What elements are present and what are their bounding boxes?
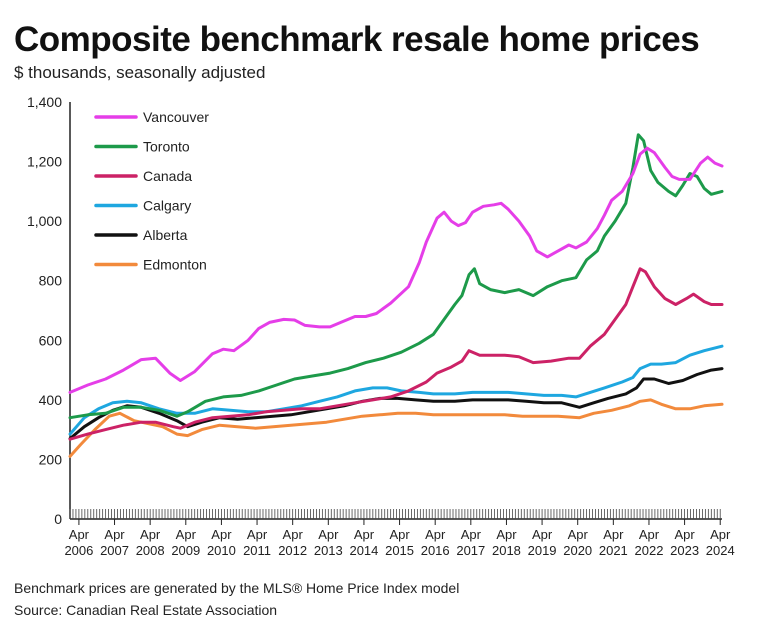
x-tick-year: 2009 [171, 543, 200, 558]
x-tick-year: 2017 [456, 543, 485, 558]
y-tick-label: 600 [39, 332, 63, 348]
x-axis: Apr2006Apr2007Apr2008Apr2009Apr2010Apr20… [64, 509, 735, 558]
y-tick-label: 0 [54, 511, 62, 527]
x-tick-month: Apr [211, 527, 232, 542]
x-tick-year: 2024 [706, 543, 735, 558]
x-tick-year: 2014 [349, 543, 378, 558]
x-tick-month: Apr [496, 527, 517, 542]
x-tick-year: 2006 [64, 543, 93, 558]
x-tick-month: Apr [354, 527, 375, 542]
chart-subtitle: $ thousands, seasonally adjusted [14, 63, 266, 82]
footnote: Benchmark prices are generated by the ML… [14, 580, 460, 596]
y-tick-label: 200 [39, 451, 63, 467]
x-tick-year: 2011 [243, 543, 271, 558]
x-tick-month: Apr [140, 527, 161, 542]
x-tick-year: 2007 [100, 543, 129, 558]
x-tick-month: Apr [461, 527, 482, 542]
legend: Vancouver Toronto Canada Calgary Alberta Edmo… [94, 109, 209, 273]
x-tick-year: 2023 [670, 543, 699, 558]
x-tick-month: Apr [710, 527, 731, 542]
y-tick-label: 1,200 [27, 154, 62, 170]
x-tick-month: Apr [104, 527, 125, 542]
x-tick-month: Apr [283, 527, 304, 542]
x-tick-month: Apr [532, 527, 553, 542]
x-tick-month: Apr [674, 527, 695, 542]
x-tick-year: 2008 [136, 543, 165, 558]
y-tick-label: 800 [39, 273, 63, 289]
series-line-canada [68, 267, 724, 441]
x-tick-year: 2012 [278, 543, 307, 558]
x-tick-year: 2010 [207, 543, 236, 558]
legend-label: Alberta [143, 227, 188, 243]
chart-title: Composite benchmark resale home prices [14, 20, 700, 59]
x-tick-month: Apr [603, 527, 624, 542]
x-tick-year: 2020 [563, 543, 592, 558]
legend-label: Vancouver [143, 109, 209, 125]
series-lines [68, 133, 724, 458]
series-line-toronto [68, 133, 724, 420]
x-tick-month: Apr [389, 527, 410, 542]
y-tick-label: 1,400 [27, 94, 62, 110]
x-tick-year: 2018 [492, 543, 521, 558]
x-tick-month: Apr [568, 527, 589, 542]
x-tick-year: 2022 [635, 543, 664, 558]
x-tick-year: 2015 [385, 543, 414, 558]
series-line-calgary [68, 344, 724, 436]
x-tick-year: 2021 [599, 543, 628, 558]
x-tick-year: 2019 [528, 543, 557, 558]
legend-label: Canada [143, 168, 192, 184]
legend-label: Calgary [143, 198, 191, 214]
x-tick-month: Apr [425, 527, 446, 542]
x-tick-month: Apr [176, 527, 197, 542]
y-axis: 0 200 400 600 800 1,000 1,200 1,400 [27, 94, 71, 527]
y-tick-label: 400 [39, 392, 63, 408]
y-tick-label: 1,000 [27, 213, 62, 229]
series-line-vancouver [68, 146, 724, 394]
x-tick-month: Apr [247, 527, 268, 542]
x-tick-year: 2016 [421, 543, 450, 558]
series-line-edmonton [68, 398, 724, 458]
source-note: Source: Canadian Real Estate Association [14, 602, 278, 618]
legend-label: Toronto [143, 139, 190, 155]
series-line-alberta [68, 367, 724, 441]
x-tick-month: Apr [69, 527, 90, 542]
x-tick-year: 2013 [314, 543, 343, 558]
legend-label: Edmonton [143, 257, 207, 273]
x-tick-month: Apr [639, 527, 660, 542]
x-tick-month: Apr [318, 527, 339, 542]
